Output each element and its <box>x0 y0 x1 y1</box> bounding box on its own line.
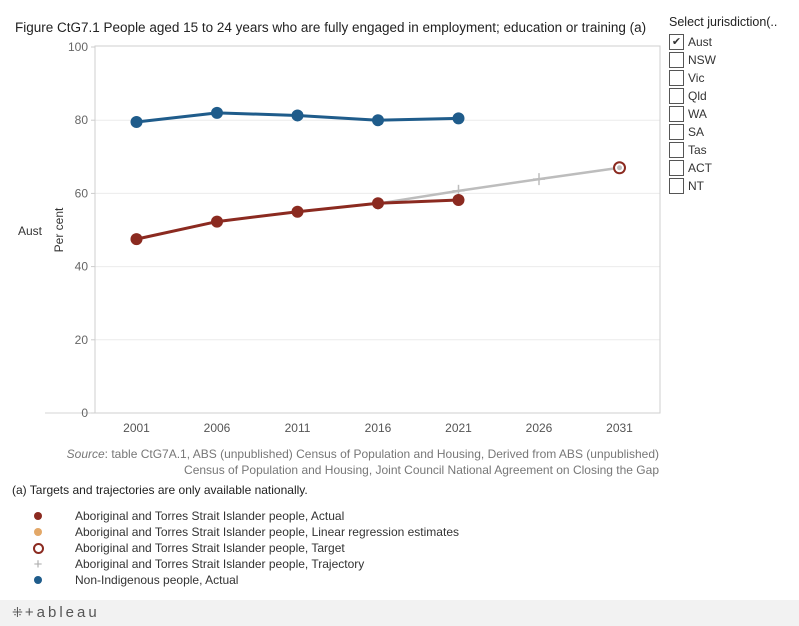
source-label: Source <box>66 447 105 461</box>
tableau-logo-text: +ableau <box>24 604 100 621</box>
legend-dot-icon <box>30 524 46 540</box>
source-line-2: Census of Population and Housing, Joint … <box>184 463 659 477</box>
filter-option-label: Vic <box>688 71 705 85</box>
legend-label: Non-Indigenous people, Actual <box>75 573 239 587</box>
filter-option-act[interactable]: ACT <box>669 159 799 177</box>
chart-title: Figure CtG7.1 People aged 15 to 24 years… <box>15 20 647 35</box>
filter-options: ✔ Aust NSW Vic Qld WA SA Tas ACT NT <box>669 33 799 195</box>
filter-title: Select jurisdiction(.. <box>669 15 778 29</box>
legend-item[interactable]: + Aboriginal and Torres Strait Islander p… <box>30 556 459 572</box>
legend-item[interactable]: Aboriginal and Torres Strait Islander pe… <box>30 508 459 524</box>
line-chart: Aust Per cent 0 20 40 60 80 100 2001 2006 2011 2016… <box>12 40 661 435</box>
jurisdiction-filter: Select jurisdiction(.. ✔ Aust NSW Vic Qld WA S… <box>669 15 799 195</box>
x-tick-label: 2006 <box>204 421 231 435</box>
target-center <box>617 165 622 171</box>
data-point-aboriginal-and-torres-strait-islander-people-actual <box>130 233 143 246</box>
legend-label: Aboriginal and Torres Strait Islander pe… <box>75 541 345 555</box>
checkbox-icon[interactable] <box>669 124 684 140</box>
y-tick-label: 60 <box>75 186 89 200</box>
filter-option-wa[interactable]: WA <box>669 105 799 123</box>
filter-option-nsw[interactable]: NSW <box>669 51 799 69</box>
filter-option-label: NT <box>688 179 704 193</box>
y-tick-label: 0 <box>81 406 88 420</box>
data-point-aboriginal-and-torres-strait-islander-people-actual <box>211 215 223 228</box>
legend-label: Aboriginal and Torres Strait Islander pe… <box>75 509 345 523</box>
legend-item[interactable]: Aboriginal and Torres Strait Islander pe… <box>30 540 459 556</box>
data-point-aboriginal-and-torres-strait-islander-people-actual <box>291 205 304 218</box>
checkbox-checked-icon[interactable]: ✔ <box>669 34 684 50</box>
filter-option-tas[interactable]: Tas <box>669 141 799 159</box>
source-line-1: : table CtG7A.1, ABS (unpublished) Censu… <box>104 447 659 461</box>
footnote: (a) Targets and trajectories are only av… <box>12 483 308 497</box>
checkbox-icon[interactable] <box>669 160 684 176</box>
checkbox-icon[interactable] <box>669 106 684 122</box>
y-tick-label: 80 <box>75 113 89 127</box>
y-tick-label: 20 <box>75 333 89 347</box>
filter-option-label: NSW <box>688 53 716 67</box>
source-note: Source: table CtG7A.1, ABS (unpublished)… <box>67 446 659 478</box>
data-point-non-indigenous-people-actual <box>130 116 143 129</box>
data-point-non-indigenous-people-actual <box>452 112 465 125</box>
data-point-aboriginal-and-torres-strait-islander-people-trajectory <box>533 173 545 186</box>
checkbox-icon[interactable] <box>669 178 684 194</box>
legend-dot-icon <box>30 508 46 524</box>
tableau-logo[interactable]: ⁜ +ableau <box>12 604 100 621</box>
row-label: Aust <box>18 224 43 238</box>
checkbox-icon[interactable] <box>669 70 684 86</box>
filter-option-nt[interactable]: NT <box>669 177 799 195</box>
data-point-aboriginal-and-torres-strait-islander-people-actual <box>372 197 384 210</box>
y-axis-title: Per cent <box>52 207 66 252</box>
chart-legend: Aboriginal and Torres Strait Islander pe… <box>30 508 459 588</box>
tableau-footer: ⁜ +ableau <box>0 600 799 626</box>
x-tick-label: 2031 <box>606 421 633 435</box>
tableau-logo-icon: ⁜ <box>12 604 23 620</box>
legend-item[interactable]: Aboriginal and Torres Strait Islander pe… <box>30 524 459 540</box>
filter-option-vic[interactable]: Vic <box>669 69 799 87</box>
checkbox-icon[interactable] <box>669 88 684 104</box>
legend-item[interactable]: Non-Indigenous people, Actual <box>30 572 459 588</box>
filter-option-label: Aust <box>688 35 713 49</box>
legend-label: Aboriginal and Torres Strait Islander pe… <box>75 557 365 571</box>
filter-option-label: Tas <box>688 143 707 157</box>
filter-option-qld[interactable]: Qld <box>669 87 799 105</box>
filter-option-label: WA <box>688 107 707 121</box>
x-tick-label: 2026 <box>526 421 553 435</box>
legend-ring-icon <box>30 540 46 556</box>
row-header-bg <box>12 46 95 413</box>
filter-option-label: Qld <box>688 89 707 103</box>
x-tick-label: 2001 <box>123 421 150 435</box>
data-point-non-indigenous-people-actual <box>291 109 304 122</box>
x-tick-label: 2021 <box>445 421 472 435</box>
checkbox-icon[interactable] <box>669 142 684 158</box>
filter-option-sa[interactable]: SA <box>669 123 799 141</box>
filter-option-label: ACT <box>688 161 712 175</box>
x-tick-label: 2011 <box>285 421 311 435</box>
y-tick-label: 40 <box>75 260 89 274</box>
filter-option-aust[interactable]: ✔ Aust <box>669 33 799 51</box>
series-line-aboriginal-and-torres-strait-islander-people-trajectory <box>377 166 620 205</box>
plot-area <box>94 45 661 414</box>
checkbox-icon[interactable] <box>669 52 684 68</box>
data-point-non-indigenous-people-actual <box>211 106 223 119</box>
data-point-aboriginal-and-torres-strait-islander-people-actual <box>452 193 465 206</box>
legend-dot-icon <box>30 572 46 588</box>
data-point-non-indigenous-people-actual <box>372 114 384 127</box>
x-tick-label: 2016 <box>365 421 392 435</box>
y-tick-label: 100 <box>68 40 88 54</box>
legend-plus-icon: + <box>33 555 43 573</box>
legend-label: Aboriginal and Torres Strait Islander pe… <box>75 525 459 539</box>
filter-option-label: SA <box>688 125 705 139</box>
